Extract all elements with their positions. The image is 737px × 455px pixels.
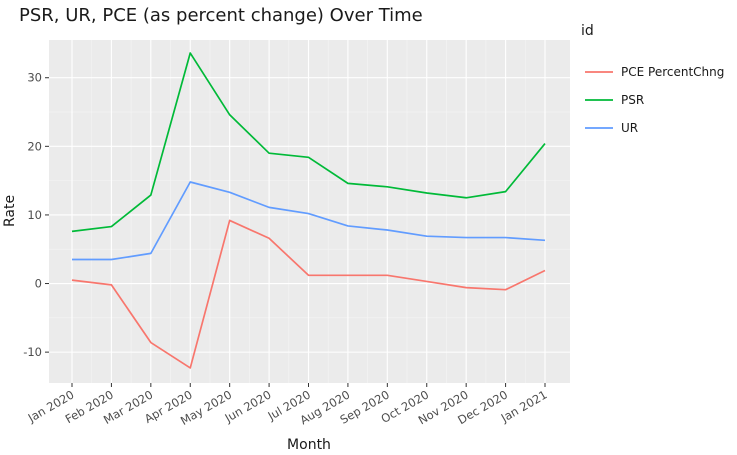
legend-label: PCE PercentChng [621,65,724,79]
y-axis: -10 0 10 20 30 [23,71,49,359]
y-tick-label: 30 [27,71,42,85]
series-line [72,181,546,261]
x-axis-title: Month [287,437,331,453]
legend-label: PSR [621,93,644,107]
y-tick-label: -10 [23,345,42,359]
legend-title: id [581,23,594,39]
series-line [71,52,546,233]
y-axis-title: Rate [2,195,18,227]
grid-major [49,40,570,383]
legend: id PCE PercentChng PSR UR [581,23,724,135]
chart-title: PSR, UR, PCE (as percent change) Over Ti… [19,5,423,26]
legend-label: UR [621,121,638,135]
series-line [71,219,546,369]
y-tick-label: 10 [27,208,42,222]
y-tick-label: 0 [35,277,42,291]
series-lines [71,52,546,369]
y-tick-label: 20 [27,139,42,153]
plot-panel [49,40,570,383]
